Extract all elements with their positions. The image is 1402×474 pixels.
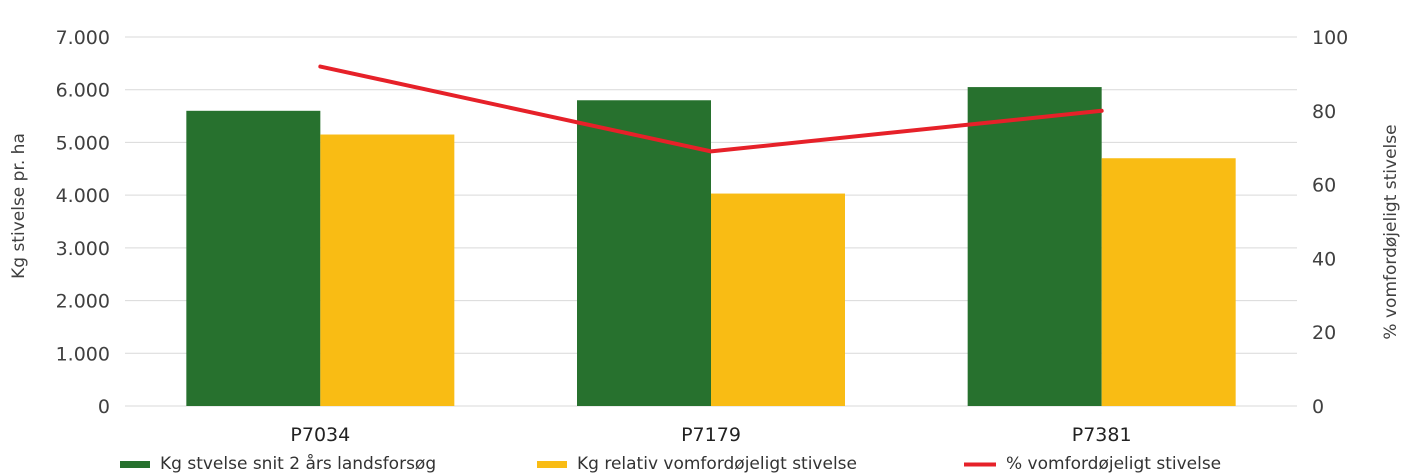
- left-tick-label: 6.000: [56, 80, 110, 102]
- legend-item-series-3: % vomfordøjeligt stivelse: [964, 454, 1221, 474]
- category-label: P7034: [290, 424, 350, 446]
- left-axis-ticks: 0 1.000 2.000 3.000 4.000 5.000 6.000 7.000: [56, 27, 110, 418]
- legend-label-series-2: Kg relativ vomfordøjeligt stivelse: [577, 454, 857, 474]
- bar-1-P7381: [967, 87, 1102, 406]
- right-axis-ticks: 0 20 40 60 80 100: [1312, 27, 1348, 418]
- bar-2-P7034: [320, 134, 455, 406]
- right-tick-label: 40: [1312, 248, 1336, 270]
- left-tick-label: 2.000: [56, 291, 110, 313]
- bar-2-P7381: [1101, 158, 1236, 406]
- category-label: P7179: [681, 424, 741, 446]
- category-labels: P7034 P7179 P7381: [290, 424, 1131, 446]
- legend: Kg stvelse snit 2 års landsforsøg Kg rel…: [120, 453, 1221, 474]
- bar-1-P7179: [577, 100, 711, 406]
- legend-swatch-series-2: [537, 461, 567, 468]
- right-tick-label: 100: [1312, 27, 1348, 49]
- left-tick-label: 3.000: [56, 238, 110, 260]
- bars: [186, 87, 1236, 407]
- right-tick-label: 60: [1312, 175, 1336, 197]
- right-tick-label: 0: [1312, 396, 1324, 418]
- bar-1-P7034: [186, 110, 321, 407]
- legend-label-series-1: Kg stvelse snit 2 års landsforsøg: [160, 453, 436, 474]
- legend-item-series-1: Kg stvelse snit 2 års landsforsøg: [120, 453, 436, 474]
- left-tick-label: 0: [98, 396, 110, 418]
- legend-label-series-3: % vomfordøjeligt stivelse: [1006, 454, 1221, 474]
- left-tick-label: 5.000: [56, 132, 110, 154]
- legend-swatch-series-1: [120, 461, 150, 468]
- right-tick-label: 20: [1312, 322, 1336, 344]
- left-axis-title: Kg stivelse pr. ha: [9, 133, 29, 279]
- left-tick-label: 4.000: [56, 185, 110, 207]
- line-series: [318, 64, 1104, 154]
- left-tick-label: 1.000: [56, 343, 110, 365]
- bar-2-P7179: [711, 193, 845, 406]
- left-tick-label: 7.000: [56, 27, 110, 49]
- right-axis-title: % vomfordøjeligt stivelse: [1381, 124, 1401, 339]
- category-label: P7381: [1072, 424, 1132, 446]
- legend-item-series-2: Kg relativ vomfordøjeligt stivelse: [537, 454, 857, 474]
- right-tick-label: 80: [1312, 101, 1336, 123]
